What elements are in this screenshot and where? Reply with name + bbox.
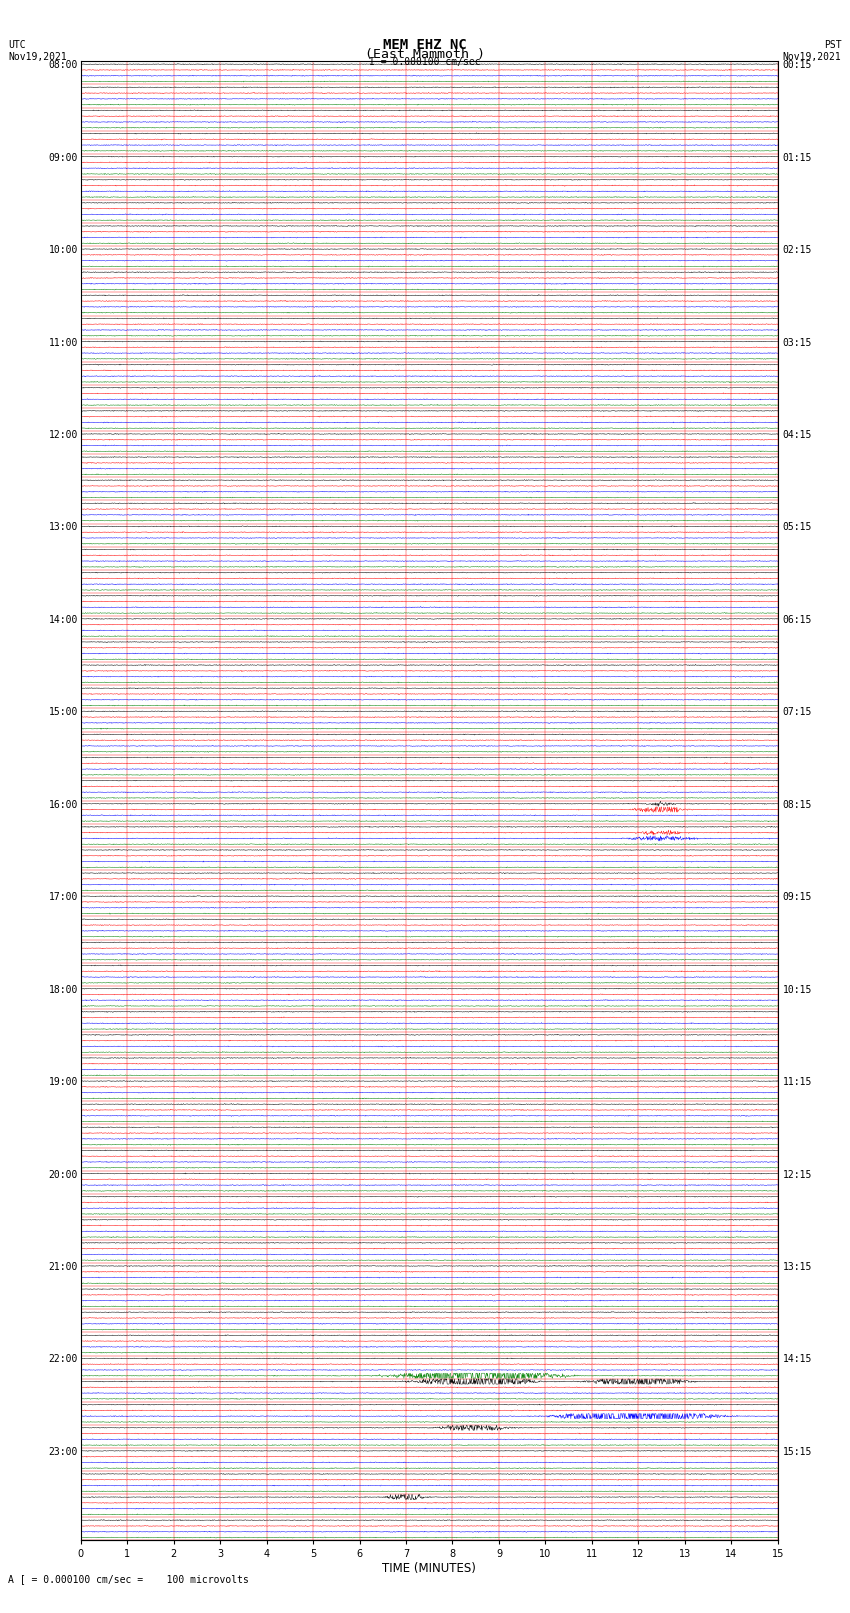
Text: UTC
Nov19,2021: UTC Nov19,2021 bbox=[8, 40, 67, 61]
Text: PST
Nov19,2021: PST Nov19,2021 bbox=[783, 40, 842, 61]
Text: I = 0.000100 cm/sec: I = 0.000100 cm/sec bbox=[369, 58, 481, 68]
X-axis label: TIME (MINUTES): TIME (MINUTES) bbox=[382, 1563, 476, 1576]
Text: (East Mammoth ): (East Mammoth ) bbox=[365, 47, 485, 61]
Text: MEM EHZ NC: MEM EHZ NC bbox=[383, 37, 467, 52]
Text: A [ = 0.000100 cm/sec =    100 microvolts: A [ = 0.000100 cm/sec = 100 microvolts bbox=[8, 1574, 249, 1584]
